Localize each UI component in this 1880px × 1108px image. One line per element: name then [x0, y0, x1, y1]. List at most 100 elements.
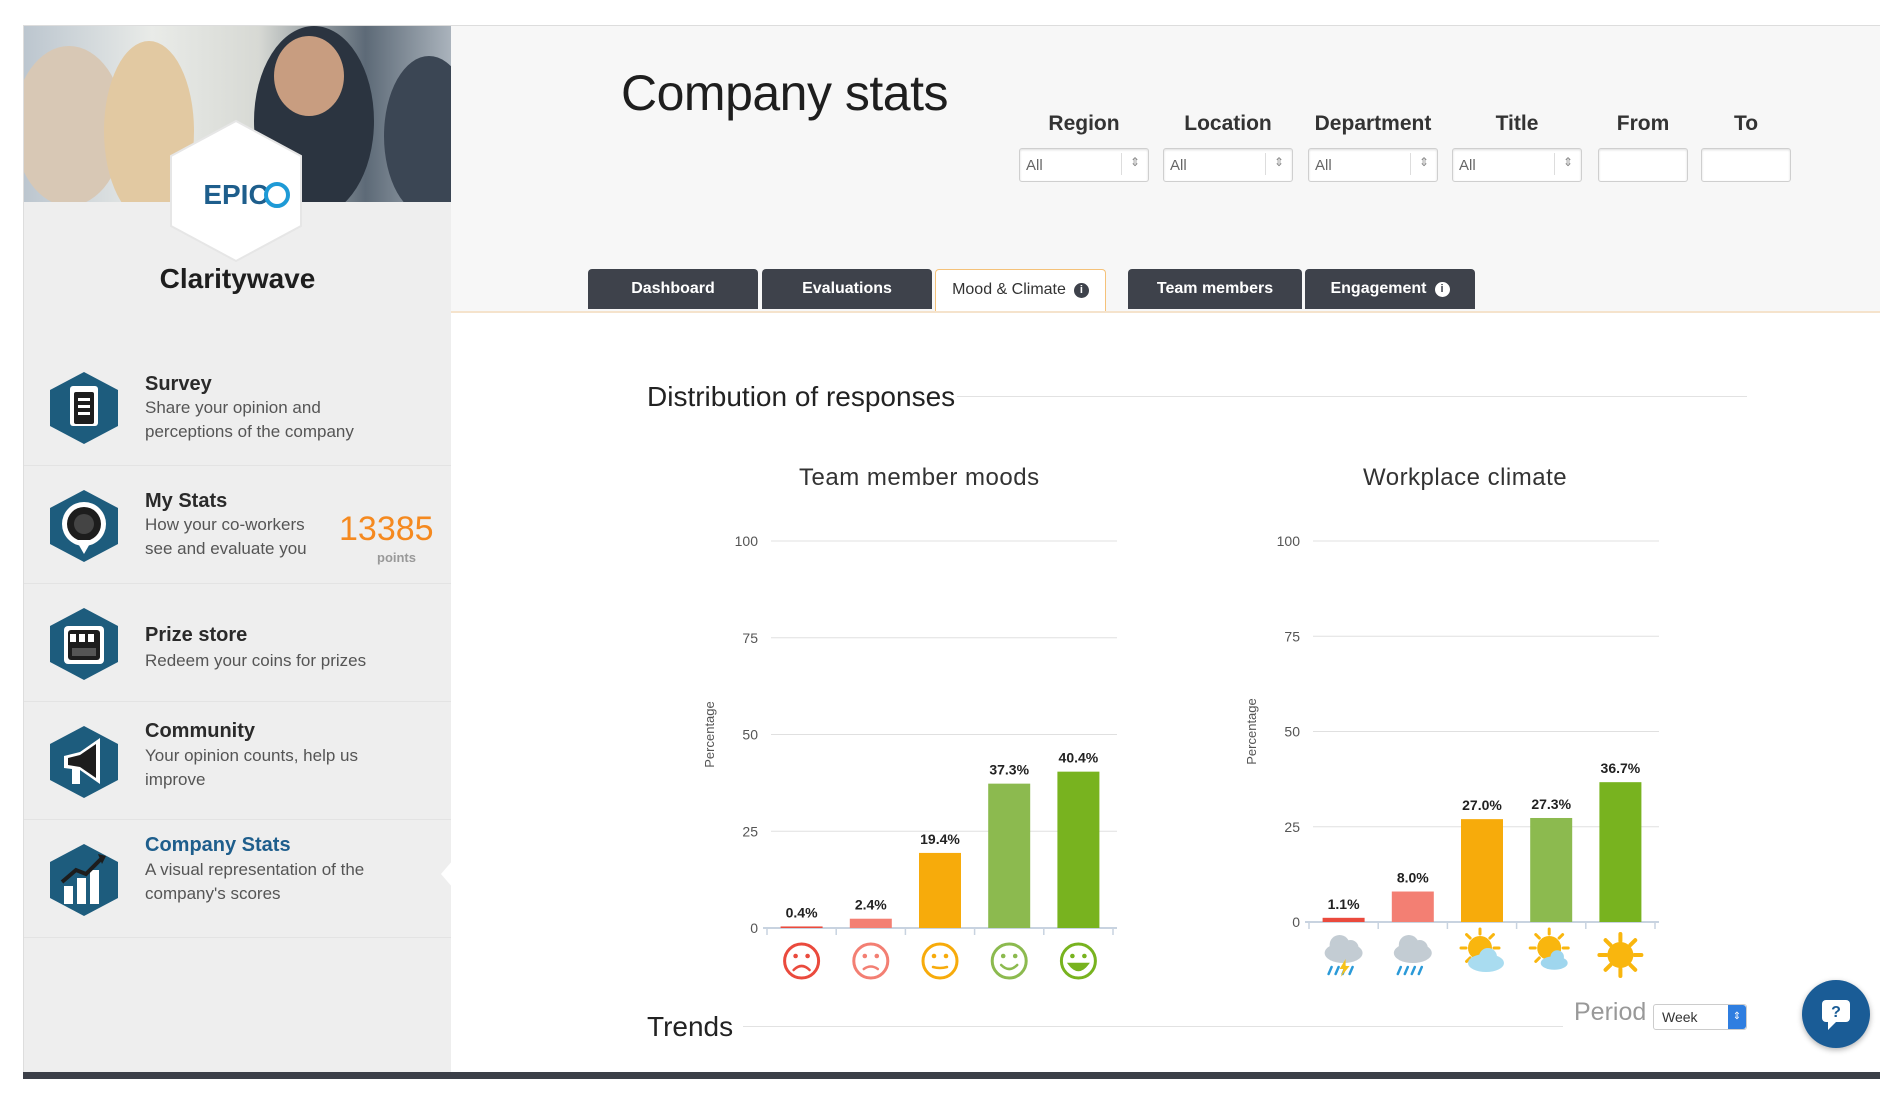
region-select[interactable]: All ⇕ — [1019, 148, 1149, 182]
page-title: Company stats — [621, 65, 948, 121]
tab-engagement[interactable]: Engagement i — [1305, 269, 1475, 309]
epic-logo: EPIC — [170, 119, 302, 263]
sidebar-item-title: Survey — [145, 373, 212, 395]
bar — [780, 926, 823, 928]
section-divider — [957, 396, 1747, 397]
main-content: Company stats Region All ⇕ Location All ⇕ … — [451, 26, 1880, 1073]
sidebar-item-desc: Your opinion counts, help us improve — [145, 746, 358, 789]
points-value: 13385 — [339, 510, 434, 548]
filter-label: Region — [1048, 112, 1120, 135]
sidebar-item-desc: How your co-workers see and evaluate you — [145, 515, 307, 558]
neutral-face — [921, 942, 959, 980]
very-sad-face — [783, 942, 821, 980]
bar-value-label: 0.4% — [786, 904, 818, 920]
rain-icon — [1393, 935, 1432, 976]
y-tick-label: 50 — [742, 727, 758, 743]
sidebar-item-title: Prize store — [145, 624, 248, 646]
bar-value-label: 8.0% — [1397, 870, 1429, 886]
help-chat-icon[interactable]: ? — [1802, 980, 1870, 1048]
store-icon — [50, 608, 118, 680]
sidebar-item-survey[interactable]: Survey Share your opinion and perception… — [24, 348, 451, 466]
sidebar: EPIC Claritywave Survey Share your opini… — [24, 26, 453, 1073]
bar — [1322, 917, 1365, 922]
from-date-input[interactable] — [1598, 148, 1688, 182]
filter-label: From — [1616, 112, 1670, 135]
y-tick-label: 25 — [1284, 819, 1300, 835]
climate-chart: 0 25 50 75 100 Percentage 1.1% 8.0% 27.0% 27.3% 36… — [1244, 533, 1659, 978]
sidebar-item-desc: Redeem your coins for prizes — [145, 651, 367, 670]
period-select[interactable]: Week ⇕ — [1653, 1004, 1747, 1030]
section-title-trends: Trends — [647, 1011, 734, 1042]
filter-region: Region All ⇕ — [1019, 112, 1149, 182]
cloudy-sun-icon — [1459, 927, 1504, 972]
y-tick-label: 75 — [1284, 628, 1300, 644]
filter-label: Location — [1184, 112, 1272, 135]
bar — [1057, 771, 1100, 928]
y-tick-label: 25 — [742, 823, 758, 839]
section-title-distribution: Distribution of responses — [647, 381, 956, 412]
sidebar-item-prize-store[interactable]: Prize store Redeem your coins for prizes — [24, 584, 451, 702]
sunny-icon — [1597, 932, 1644, 978]
mood-chart: 0 25 50 75 100 Percentage 0.4% 2.4% 19.4% 37.3% 40… — [702, 533, 1117, 980]
y-tick-label: 100 — [1277, 533, 1301, 549]
sidebar-item-company-stats[interactable]: Company Stats A visual representation of… — [24, 820, 451, 938]
partly-sunny-icon — [1528, 927, 1570, 970]
points-label: points — [377, 550, 416, 565]
sad-face — [852, 942, 890, 980]
filter-label: Title — [1495, 112, 1539, 135]
department-select[interactable]: All ⇕ — [1308, 148, 1438, 182]
bar — [849, 918, 892, 928]
y-tick-label: 100 — [735, 533, 759, 549]
sidebar-item-community[interactable]: Community Your opinion counts, help us i… — [24, 702, 451, 820]
tab-team-members[interactable]: Team members — [1128, 269, 1302, 309]
info-icon[interactable]: i — [1073, 283, 1089, 298]
tab-dashboard[interactable]: Dashboard — [588, 269, 758, 309]
bar-value-label: 1.1% — [1328, 896, 1360, 912]
bar — [1461, 819, 1503, 922]
bar — [1599, 782, 1642, 922]
bar — [988, 783, 1031, 928]
chart-title-climate: Workplace climate — [1363, 464, 1568, 491]
location-select[interactable]: All ⇕ — [1163, 148, 1293, 182]
select-arrows-icon: ⇕ — [1273, 155, 1284, 169]
tab-mood-climate[interactable]: Mood & Climate i — [935, 269, 1106, 311]
sidebar-item-desc: A visual representation of the company's… — [145, 860, 365, 903]
bottom-bar — [23, 1072, 1880, 1079]
select-arrows-icon: ⇕ — [1418, 155, 1429, 169]
big-smile-face — [1059, 942, 1097, 980]
svg-text:EPIC: EPIC — [203, 179, 268, 210]
medal-icon — [50, 490, 118, 562]
bar-value-label: 36.7% — [1601, 760, 1641, 776]
active-indicator — [441, 860, 453, 888]
y-tick-label: 50 — [1284, 724, 1300, 740]
y-axis-label: Percentage — [702, 701, 717, 768]
svg-text:?: ? — [1831, 1004, 1841, 1021]
filter-department: Department All ⇕ — [1308, 112, 1438, 182]
info-icon[interactable]: i — [1434, 282, 1450, 297]
select-arrows-icon: ⇕ — [1728, 1005, 1746, 1029]
y-axis-label: Percentage — [1244, 698, 1259, 765]
title-select[interactable]: All ⇕ — [1452, 148, 1582, 182]
filter-location: Location All ⇕ — [1163, 112, 1293, 182]
filter-label: Department — [1314, 112, 1432, 135]
megaphone-icon — [50, 726, 118, 798]
chart-icon — [50, 844, 118, 916]
filter-label: To — [1733, 112, 1759, 135]
bar — [1530, 817, 1573, 922]
y-tick-label: 0 — [750, 920, 758, 936]
survey-icon — [50, 372, 118, 444]
filter-to: To — [1701, 112, 1791, 182]
chart-title-moods: Team member moods — [799, 464, 1040, 491]
app-window: EPIC Claritywave Survey Share your opini… — [23, 25, 1880, 1078]
smile-face — [990, 942, 1028, 980]
banner-photo — [24, 26, 451, 202]
y-tick-label: 0 — [1292, 914, 1300, 930]
sidebar-item-title: Community — [145, 720, 255, 742]
to-date-input[interactable] — [1701, 148, 1791, 182]
bar — [1391, 891, 1434, 922]
tab-evaluations[interactable]: Evaluations — [762, 269, 932, 309]
sidebar-item-my-stats[interactable]: My Stats How your co-workers see and eva… — [24, 466, 451, 584]
bar — [919, 852, 961, 928]
sidebar-item-desc: Share your opinion and perceptions of th… — [145, 398, 354, 441]
bar-value-label: 2.4% — [855, 897, 887, 913]
